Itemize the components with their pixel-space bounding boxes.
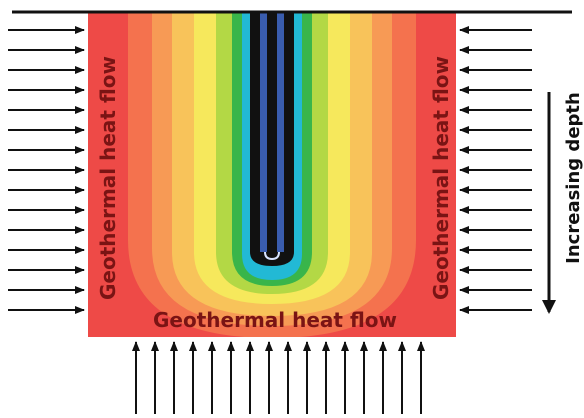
borehole (250, 12, 294, 266)
bottom-heat-flow-label: Geothermal heat flow (153, 308, 397, 332)
bottom-heat-flow-arrows (132, 341, 425, 414)
pipe-up (277, 12, 284, 252)
left-heat-flow-label: Geothermal heat flow (96, 56, 120, 300)
right-heat-flow-label: Geothermal heat flow (429, 56, 453, 300)
pipe-bend (264, 251, 280, 261)
right-heat-flow-arrows (459, 26, 532, 314)
borehole-wall (250, 12, 294, 266)
pipe-down (260, 12, 267, 252)
left-heat-flow-arrows (8, 26, 85, 314)
depth-label: Increasing depth (563, 92, 584, 264)
